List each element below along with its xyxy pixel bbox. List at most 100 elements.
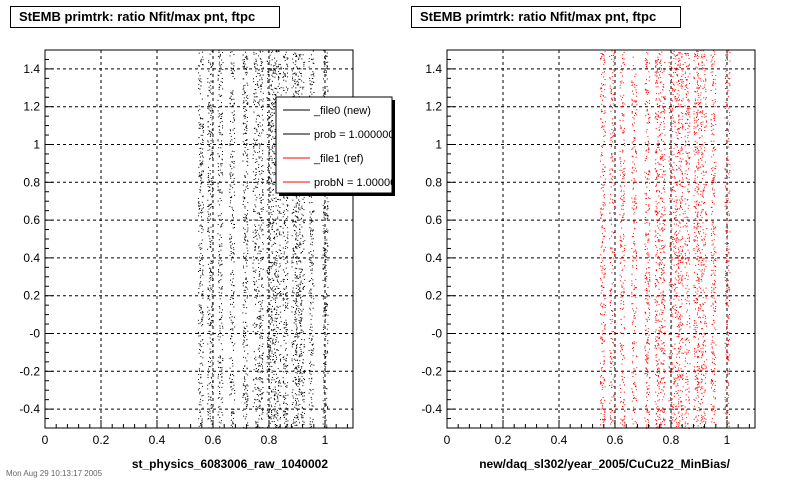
data-point [634,285,636,287]
data-point [222,125,224,127]
data-point [295,226,297,228]
data-point [233,249,235,251]
data-point [283,403,285,404]
data-point [254,288,256,290]
data-point [295,367,297,369]
data-point [284,257,286,259]
data-point [271,181,273,183]
data-point [270,397,272,399]
data-point [233,161,235,162]
data-point [219,204,221,206]
data-point [232,247,234,249]
data-point [272,305,273,307]
data-point [274,129,276,131]
data-point [243,59,245,60]
data-point [277,66,279,68]
data-point [233,253,235,255]
data-point [202,204,204,206]
data-point [267,289,269,291]
data-point [209,110,211,111]
data-point [294,64,296,66]
data-point [267,125,269,127]
data-point [210,270,211,272]
data-point [229,174,231,176]
data-point [199,283,201,285]
data-point [279,311,281,313]
data-point [266,180,268,182]
data-point [244,377,245,379]
data-point [242,123,244,125]
data-point [323,344,325,346]
data-point [302,420,304,422]
data-point [270,308,272,310]
data-point [200,177,202,179]
data-point [285,324,287,326]
data-point [200,253,202,254]
data-point [619,384,621,386]
data-point [271,382,272,384]
data-point [220,367,222,369]
data-point [292,402,294,404]
data-point [218,270,219,272]
data-point [601,342,603,344]
data-point [258,247,259,249]
data-point [610,304,611,306]
data-point [259,345,261,346]
data-point [209,410,211,412]
data-point [276,377,278,379]
data-point [610,373,612,375]
data-point [198,65,199,67]
data-point [257,124,259,126]
data-point [255,235,257,237]
data-point [272,182,274,184]
data-point [229,298,231,300]
data-point [210,67,212,68]
data-point [301,205,303,207]
data-point [260,394,262,396]
data-point [620,220,622,222]
data-point [326,334,328,336]
data-point [274,299,276,301]
data-point [633,187,634,189]
data-point [287,394,289,396]
data-point [210,143,212,145]
data-point [277,209,279,211]
data-point [244,175,246,177]
data-point [257,102,259,103]
data-point [278,266,280,268]
data-point [273,65,275,67]
data-point [326,66,328,67]
data-point [635,202,637,204]
data-point [275,331,277,332]
data-point [294,319,296,321]
data-point [207,393,209,395]
data-point [327,314,329,316]
data-point [622,175,624,177]
data-point [324,273,325,275]
data-point [222,69,224,70]
data-point [253,138,255,140]
data-point [620,65,622,67]
data-point [621,270,623,271]
data-point [326,218,328,220]
data-point [601,88,603,89]
data-point [310,380,312,382]
data-point [322,410,324,412]
data-point [246,297,248,299]
data-point [262,130,264,132]
data-point [285,407,287,409]
data-point [277,229,279,231]
data-point [233,103,235,105]
data-point [610,412,612,414]
data-point [609,202,611,204]
data-point [294,257,296,258]
data-point [293,358,295,360]
data-point [244,228,246,230]
data-point [613,252,615,254]
data-point [296,55,298,57]
data-point [202,64,204,66]
data-point [613,103,615,105]
data-point [257,152,259,154]
data-point [601,399,602,401]
data-point [309,309,311,311]
